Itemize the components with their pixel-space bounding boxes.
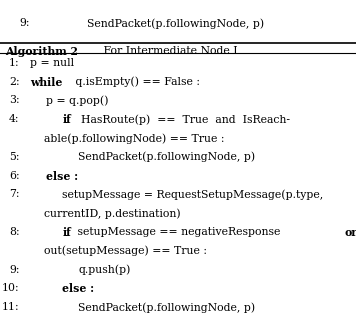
Text: For Intermediate Node I: For Intermediate Node I xyxy=(100,46,237,55)
Text: SendPacket(p.followingNode, p): SendPacket(p.followingNode, p) xyxy=(87,18,265,29)
Text: p = q.pop(): p = q.pop() xyxy=(46,95,109,106)
Text: SendPacket(p.followingNode, p): SendPacket(p.followingNode, p) xyxy=(78,152,256,162)
Text: 7:: 7: xyxy=(9,189,20,199)
Text: 6:: 6: xyxy=(9,171,20,181)
Text: 5:: 5: xyxy=(9,152,20,162)
Text: else :: else : xyxy=(62,283,94,294)
Text: 11:: 11: xyxy=(2,302,20,312)
Text: 10:: 10: xyxy=(2,283,20,293)
Text: able(p.followingNode) == True :: able(p.followingNode) == True : xyxy=(30,133,225,144)
Text: 2:: 2: xyxy=(9,77,20,86)
Text: setupMessage == negativeResponse: setupMessage == negativeResponse xyxy=(74,227,283,237)
Text: 3:: 3: xyxy=(9,95,20,105)
Text: 1:: 1: xyxy=(9,58,20,68)
Text: Algorithm 2: Algorithm 2 xyxy=(5,46,78,56)
Text: SendPacket(p.followingNode, p): SendPacket(p.followingNode, p) xyxy=(78,302,256,313)
Text: out(setupMessage) == True :: out(setupMessage) == True : xyxy=(30,246,207,256)
Text: q.isEmpty() == False :: q.isEmpty() == False : xyxy=(72,77,200,87)
Text: 9:: 9: xyxy=(9,265,20,275)
Text: else :: else : xyxy=(46,171,78,182)
Text: if: if xyxy=(62,114,71,125)
Text: 9:: 9: xyxy=(20,18,30,28)
Text: 8:: 8: xyxy=(9,227,20,237)
Text: setupMessage = RequestSetupMessage(p.type,: setupMessage = RequestSetupMessage(p.typ… xyxy=(62,189,324,200)
Text: or: or xyxy=(344,227,356,238)
Text: p = null: p = null xyxy=(30,58,74,68)
Text: HasRoute(p)  ==  True  and  IsReach-: HasRoute(p) == True and IsReach- xyxy=(74,114,289,125)
Text: currentID, p.destination): currentID, p.destination) xyxy=(30,208,181,219)
Text: while: while xyxy=(30,77,63,87)
Text: 4:: 4: xyxy=(9,114,20,124)
Text: q.push(p): q.push(p) xyxy=(78,265,131,275)
Text: if: if xyxy=(62,227,71,238)
